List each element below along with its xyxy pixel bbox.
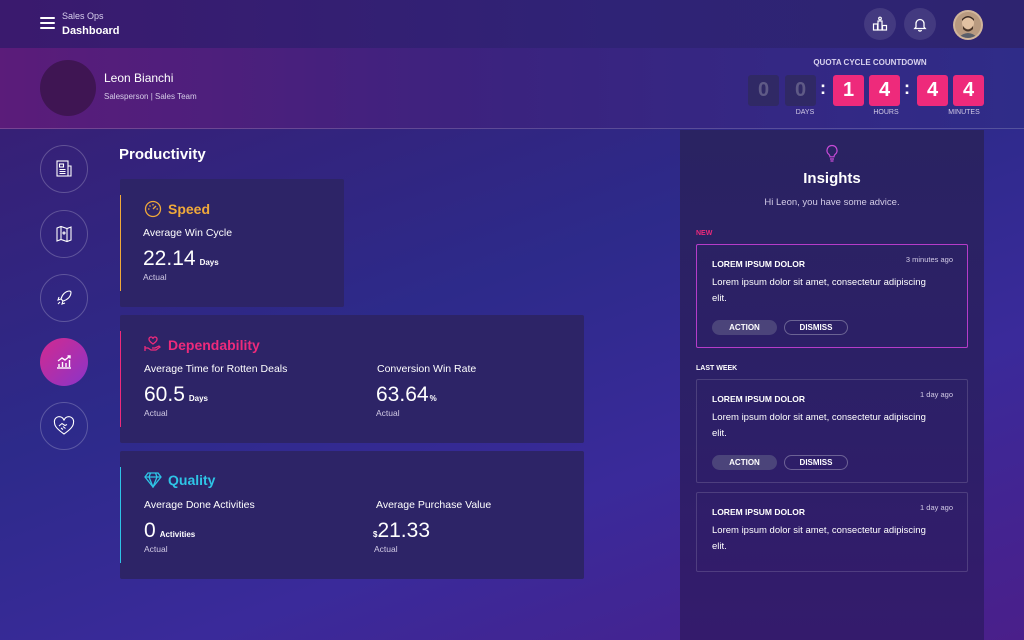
profile-role: Salesperson | Sales Team [104,92,197,101]
dependability-title: Dependability [168,337,260,353]
countdown-separator: : [820,78,826,98]
insight-card: LOREM IPSUM DOLOR 1 day ago Lorem ipsum … [696,492,968,572]
diamond-icon [144,472,162,488]
card-accent [120,195,121,291]
profile-band: Leon Bianchi Salesperson | Sales Team QU… [0,48,1024,129]
sidebar-item-partnerships[interactable] [40,402,88,450]
last-week-section-label: LAST WEEK [696,365,738,372]
metric-number: 21.33 [377,519,431,542]
insight-title: LOREM IPSUM DOLOR [712,507,806,517]
countdown-title: QUOTA CYCLE COUNTDOWN [813,58,927,67]
countdown-days-digit-1: 0 [748,75,779,106]
sidebar-item-productivity[interactable] [40,338,88,386]
insights-subtitle: Hi Leon, you have some advice. [764,197,900,208]
insights-panel: Insights Hi Leon, you have some advice. … [680,130,984,640]
leaderboard-icon [872,16,888,31]
metric-unit: Days [188,394,208,403]
purchase-value-label: Average Purchase Value [376,499,492,511]
map-icon [56,225,72,243]
countdown-days-digit-2: 0 [785,75,816,106]
card-accent [120,331,121,427]
speed-title: Speed [168,201,211,217]
rocket-icon [57,290,72,305]
insight-body: Lorem ipsum dolor sit amet, consectetur … [712,277,926,304]
report-icon [56,160,72,177]
handshake-heart-icon [53,416,75,435]
page-title: Dashboard [62,25,120,37]
hand-heart-icon [144,336,161,351]
countdown-hours-label: HOURS [873,109,899,116]
metric-sub: Actual [376,408,400,418]
quality-title: Quality [168,472,216,488]
menu-icon[interactable] [40,17,55,29]
user-avatar[interactable] [953,10,983,40]
insight-time: 1 day ago [920,390,953,399]
leaderboard-button[interactable] [864,8,896,40]
action-button[interactable]: ACTION [712,320,777,335]
dependability-card: Dependability Average Time for Rotten De… [120,315,584,443]
countdown-minutes-digit-1: 4 [917,75,948,106]
notifications-button[interactable] [904,8,936,40]
metric-prefix: $ [373,530,378,539]
countdown-minutes-label: MINUTES [948,109,980,116]
countdown-minutes-digit-2: 4 [953,75,984,106]
bell-icon [913,18,927,32]
sidebar-item-launch[interactable] [40,274,88,322]
done-activities-label: Average Done Activities [144,499,255,511]
average-win-cycle-value: 22.14 Days [143,247,219,271]
productivity-title: Productivity [119,146,206,163]
lightbulb-icon [826,144,838,162]
profile-name: Leon Bianchi [104,71,174,85]
sidebar-item-map[interactable] [40,210,88,258]
insight-body: Lorem ipsum dolor sit amet, consectetur … [712,525,926,552]
purchase-value-value: $21.33 [373,519,430,543]
countdown-separator: : [904,78,910,98]
insight-title: LOREM IPSUM DOLOR [712,394,806,404]
dismiss-button[interactable]: DISMISS [784,320,848,335]
rotten-deals-label: Average Time for Rotten Deals [144,363,288,375]
insights-title: Insights [803,170,861,187]
insight-body: Lorem ipsum dolor sit amet, consectetur … [712,412,926,439]
metric-number: 22.14 [143,247,196,270]
metric-unit: Days [199,258,219,267]
metric-number: 60.5 [144,383,185,406]
avatar-image [955,12,981,38]
metric-sub: Actual [143,272,167,282]
chart-icon [57,355,71,369]
speed-card: Speed Average Win Cycle 22.14 Days Actual [120,179,344,307]
countdown-days-label: DAYS [795,109,815,116]
profile-avatar [40,60,96,116]
action-button[interactable]: ACTION [712,455,777,470]
metric-number: 0 [144,519,156,542]
insight-time: 3 minutes ago [905,255,953,264]
metric-sub: Actual [144,544,168,554]
conversion-win-rate-label: Conversion Win Rate [377,363,477,375]
done-activities-value: 0 Activities [144,519,195,543]
top-bar: Sales Ops Dashboard [0,0,1024,48]
metric-sub: Actual [144,408,168,418]
app-name: Sales Ops [62,11,104,21]
countdown-hours-digit-1: 1 [833,75,864,106]
metric-number: 63.64 [376,383,429,406]
metric-unit: % [429,394,437,403]
rotten-deals-value: 60.5 Days [144,383,208,407]
insight-title: LOREM IPSUM DOLOR [712,259,806,269]
sidebar-item-reports[interactable] [40,145,88,193]
insight-card: LOREM IPSUM DOLOR 1 day ago Lorem ipsum … [696,379,968,483]
conversion-win-rate-value: 63.64% [376,383,437,407]
dismiss-button[interactable]: DISMISS [784,455,848,470]
metric-sub: Actual [374,544,398,554]
new-section-label: NEW [696,230,713,237]
card-accent [120,467,121,563]
insight-time: 1 day ago [920,503,953,512]
countdown-hours-digit-2: 4 [869,75,900,106]
speedometer-icon [144,200,162,218]
average-win-cycle-label: Average Win Cycle [143,227,233,239]
metric-unit: Activities [159,530,196,539]
insight-card: LOREM IPSUM DOLOR 3 minutes ago Lorem ip… [696,244,968,348]
quality-card: Quality Average Done Activities 0 Activit… [120,451,584,579]
